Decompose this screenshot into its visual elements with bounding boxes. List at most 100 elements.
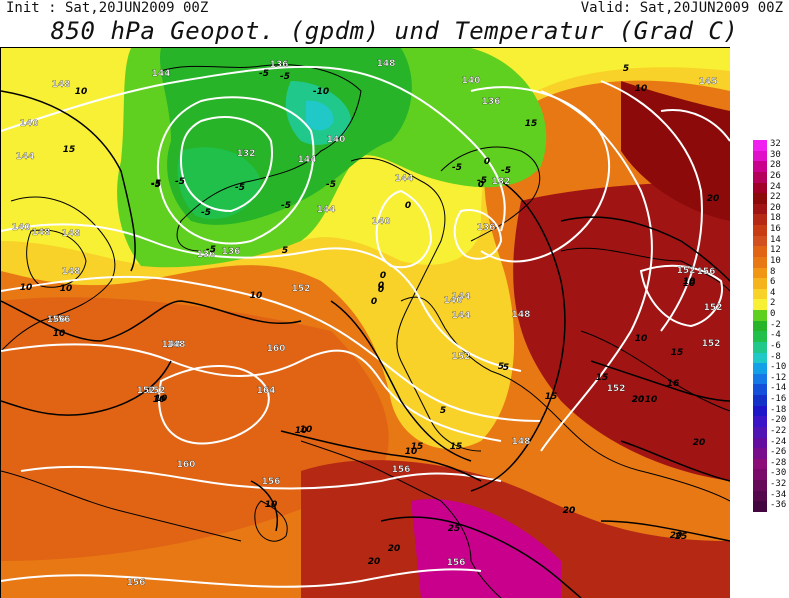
isohypse-label-text: 140 [20,119,39,129]
legend-swatch [753,182,767,194]
isohypse-label: 144 [394,174,413,184]
legend-swatch [753,203,767,215]
isohypse-label: 144 [451,311,471,321]
isohypse-label-text: 145 [699,77,718,87]
legend-swatch [753,299,767,310]
temperature-label: 10 [300,425,313,435]
legend-label: 18 [770,213,781,224]
legend-label: -8 [770,351,781,362]
legend-label: 30 [770,149,781,160]
temperature-label: 10 [250,291,263,301]
isohypse-label-text: 156 [52,315,71,325]
temperature-field-ocean [1,297,389,561]
legend-label: 14 [770,234,781,245]
isohypse-label: 140 [11,223,30,233]
legend-swatch [753,448,767,459]
isohypse-label: 156 [261,477,281,487]
isohypse-label: 152 [606,384,626,394]
isohypse-label-text: 144 [452,292,471,302]
temperature-label: 10 [405,447,418,457]
legend-swatch [753,373,767,385]
legend-label: -32 [770,479,787,490]
temperature-label: 20 [563,506,576,516]
temperature-label: 10 [53,329,66,339]
isohypse-label-text: 156 [262,477,281,487]
isohypse-label: 136 [196,250,215,260]
legend-label: 32 [770,139,781,149]
legend-label: 26 [770,170,781,181]
isohypse-label: 148 [51,80,70,90]
temperature-label: 15 [545,392,558,402]
isohypse-label: 136 [481,97,500,107]
legend-swatch [753,458,767,470]
temperature-label: 20 [388,544,401,554]
temperature-field-east [513,181,730,481]
weather-map[interactable]: 144 136 148 140 145 140 136 148 140 144 144 132 144 1… [0,47,730,598]
isohypse-label-text: 152 [677,266,696,276]
temperature-label: 20 [693,438,706,448]
legend-label: -6 [770,340,781,351]
legend-label: -12 [770,372,787,383]
isohypse-label-text: 144 [452,311,471,321]
legend-label: -14 [770,383,787,394]
legend-color-bar [753,140,767,512]
temperature-label: 20 [670,531,683,541]
legend-label: -20 [770,415,787,426]
temperature-label: 10 [60,284,73,294]
legend-label: 2 [770,298,776,309]
legend-label: 22 [770,192,781,203]
legend-label: -2 [770,319,781,330]
isohypse-label: 144 [451,292,471,302]
temperature-label: -5 [175,177,185,187]
isohypse-label: 144 [316,205,335,215]
isohypse-label-text: 160 [267,344,286,354]
legend-swatch [753,193,767,204]
isohypse-label: 148 [166,340,185,350]
isohypse-label: 144 [15,152,34,162]
temperature-label: -5 [235,183,245,193]
legend-label: -18 [770,404,787,415]
isohypse-label-text: 148 [62,267,81,277]
isohypse-label-text: 160 [177,460,196,470]
legend-swatch [753,384,767,395]
temperature-label: -5 [501,166,511,176]
temperature-label: 25 [675,532,688,542]
legend-swatch [753,288,767,300]
legend-swatch [753,161,767,172]
isohypse-label-text: 164 [257,386,276,396]
isohypse-label-text: 132 [492,177,511,187]
legend-label: 28 [770,160,781,171]
isohypse-label: 160 [266,344,286,354]
legend-swatch [753,246,767,257]
legend-swatch [753,416,767,427]
isohypse-label-text: 148 [32,228,51,238]
isohypse-label-text: 156 [392,465,411,475]
isohypse-label-text: 152 [292,284,311,294]
temperature-label: -5 [452,163,462,173]
temperature-label: 15 [671,348,684,358]
isohypse-label: 148 [31,228,51,238]
isohypse-label: 152 [146,386,165,396]
isohypse-label-text: 140 [327,135,346,145]
temperature-label: 0 [484,157,490,167]
isohypse-label-text: 140 [462,76,481,86]
temperature-label: 5 [440,406,446,416]
legend-swatch [753,320,767,332]
isohypse-label-text: 152 [702,339,721,349]
temperature-label: 5 [503,363,509,373]
temperature-label: -5 [477,176,487,186]
temperature-label: -5 [280,72,290,82]
legend-label: -10 [770,362,787,373]
isohypse-label-text: 140 [444,296,463,306]
isohypse-label: 156 [51,315,71,325]
isohypse-label: 144 [151,69,170,79]
legend-label: -22 [770,425,787,436]
isohypse-label-text: 152 [607,384,626,394]
isohypse-label: 148 [161,340,180,350]
isohypse-label: 132 [491,177,511,187]
isohypse-label: 140 [461,76,481,86]
temperature-label: 0 [378,285,384,295]
isohypse-label-text: 148 [62,229,81,239]
temperature-label: 20 [707,194,720,204]
